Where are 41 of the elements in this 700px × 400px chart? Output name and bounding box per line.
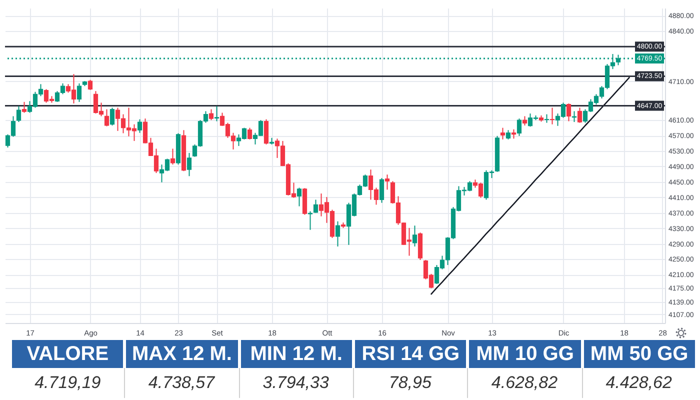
candlestick [264,118,269,145]
candlestick [247,127,252,140]
text: 4.738,57 [148,373,215,392]
candlestick [516,118,522,136]
line-series [430,76,630,295]
candlestick [566,102,572,122]
text: 4.628,82 [491,373,558,392]
candlestick [511,128,516,140]
candlestick [214,106,220,122]
candlestick [379,178,384,204]
candlestick [104,108,110,127]
candlestick [208,108,214,121]
candlestick [577,107,582,124]
category-label: MM 10 GG [469,340,581,368]
text: 4.719,19 [34,373,101,392]
candlestick [313,199,318,214]
candlestick [22,101,27,114]
category-label: VALORE [12,340,124,368]
candlestick [186,152,192,177]
candlestick [110,107,115,126]
candlestick [16,106,22,123]
text: 78,95 [388,373,432,392]
candlestick [308,210,313,230]
category-label: MM 50 GG [584,340,695,368]
category-label: RSI 14 GG [355,340,466,368]
candlestick [88,79,93,90]
candlestick [500,127,506,140]
text: 3.794,33 [262,373,329,392]
candlestick [76,82,82,102]
candlestick [384,174,390,190]
text: 4.428,62 [606,373,672,392]
candlestick [335,220,340,247]
candlestick [137,118,142,134]
candlestick [550,107,555,125]
category-label: MAX 12 M. [126,340,238,368]
candlestick [296,187,302,207]
candlestick [522,116,528,126]
category-label: MIN 12 M. [240,340,352,368]
candlestick [170,148,176,166]
candlestick [506,130,511,140]
candlestick [412,225,418,247]
